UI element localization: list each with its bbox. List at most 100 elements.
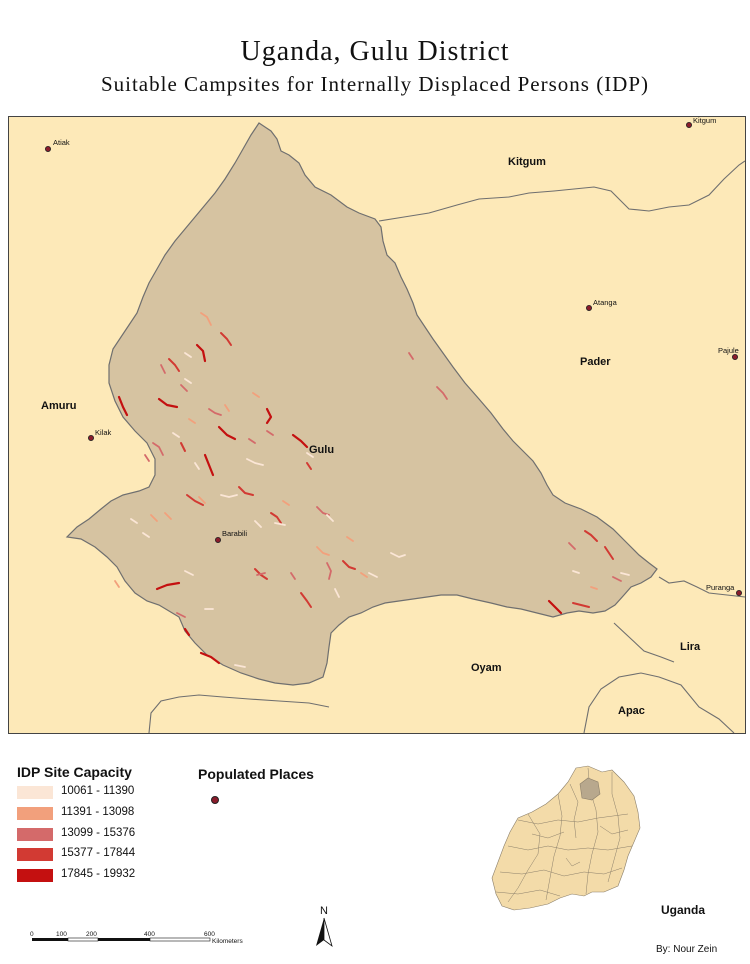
campsite (152, 442, 164, 456)
campsite (184, 378, 192, 384)
place-label-barabili: Barabili (222, 529, 247, 538)
district-label-oyam: Oyam (471, 662, 502, 674)
campsite (184, 570, 194, 576)
district-label-pader: Pader (580, 356, 611, 368)
campsite (612, 576, 622, 582)
place-label-kilak: Kilak (95, 428, 112, 437)
legend-label: 13099 - 15376 (61, 827, 136, 839)
campsite (572, 602, 590, 608)
legend-label: 17845 - 19932 (61, 868, 136, 880)
boundary-lira-west (613, 622, 675, 663)
boundary-pader-lira (658, 576, 745, 598)
campsite (157, 397, 179, 409)
boundary-oyam-south (148, 694, 330, 733)
legend-title: IDP Site Capacity (17, 764, 132, 780)
scale-tick: 200 (86, 931, 97, 938)
district-label-apac: Apac (618, 705, 645, 717)
campsite (334, 588, 340, 598)
campsite (198, 496, 206, 504)
campsite (265, 407, 273, 425)
campsite (164, 512, 172, 520)
campsite (180, 442, 186, 452)
idp-campsites (114, 312, 630, 668)
place-dot-kitgum (686, 122, 693, 128)
campsite (144, 454, 150, 462)
scale-bar: 0 100 200 400 600 Kilometers (30, 931, 243, 945)
inset-district-lines (495, 767, 633, 903)
map-credit: By: Nour Zein (656, 944, 718, 955)
legend-swatch (17, 869, 53, 882)
campsite (155, 581, 181, 591)
campsite (203, 453, 215, 477)
inset-gulu-highlight (579, 777, 601, 801)
campsite (342, 560, 356, 570)
campsite (252, 392, 260, 398)
populated-places-legend-title: Populated Places (198, 766, 314, 782)
campsite (326, 514, 334, 522)
campsite (194, 462, 200, 470)
campsite (604, 546, 614, 560)
place-label-puranga: Puranga (706, 583, 735, 592)
legend-label: 10061 - 11390 (61, 785, 135, 797)
campsite (195, 343, 207, 363)
legend-label: 11391 - 13098 (61, 806, 135, 818)
campsite (368, 572, 378, 578)
legend-label: 15377 - 17844 (61, 847, 136, 859)
boundary-lira-apac (583, 672, 735, 733)
campsite (234, 664, 246, 668)
campsite (590, 586, 598, 590)
legend-swatch (17, 828, 53, 841)
place-label-kitgum: Kitgum (693, 117, 716, 125)
campsite (184, 352, 192, 358)
campsite (208, 408, 222, 416)
north-arrow-icon: N (316, 905, 333, 948)
inset-map-label: Uganda (661, 903, 706, 917)
gulu-district-polygon (65, 122, 658, 686)
campsite (180, 384, 188, 392)
legend-swatch (17, 807, 53, 820)
map-frame: Atiak Kitgum Atanga Pajule Kilak Barabil… (8, 116, 746, 734)
campsite (436, 386, 448, 400)
campsite (114, 580, 120, 588)
campsite (220, 332, 232, 346)
place-dot-atiak (45, 145, 52, 152)
campsite (238, 486, 254, 496)
campsite (326, 562, 332, 580)
campsite (254, 568, 268, 580)
campsite (306, 452, 314, 458)
place-label-pajule: Pajule (718, 346, 739, 355)
campsite (270, 512, 282, 524)
campsite (254, 520, 262, 528)
scale-tick: 400 (144, 931, 155, 938)
inset-uganda-outline (491, 765, 641, 911)
district-label-gulu: Gulu (309, 444, 334, 456)
place-dot-atanga (586, 304, 593, 311)
campsite (408, 352, 414, 360)
map-subtitle: Suitable Campsites for Internally Displa… (100, 72, 650, 96)
campsite (186, 494, 204, 506)
campsite (620, 572, 630, 576)
campsite (220, 494, 238, 498)
campsite (390, 552, 406, 558)
district-label-lira: Lira (680, 641, 701, 653)
campsite (130, 518, 138, 524)
scale-tick: 0 (30, 931, 34, 938)
campsite (188, 418, 196, 424)
scale-tick: 600 (204, 931, 215, 938)
campsite (547, 599, 563, 615)
campsite (346, 536, 354, 542)
campsite (246, 458, 264, 466)
campsite (282, 500, 290, 506)
campsite (142, 532, 150, 538)
place-label-atiak: Atiak (53, 138, 70, 147)
campsite (266, 430, 274, 436)
campsite (256, 572, 266, 576)
campsite (572, 570, 580, 574)
legend-swatch (17, 786, 53, 799)
legend-swatch (17, 848, 53, 861)
district-label-amuru: Amuru (41, 400, 76, 412)
campsite (584, 530, 598, 542)
place-label-atanga: Atanga (593, 298, 618, 307)
campsite (183, 627, 191, 637)
campsite (168, 358, 180, 372)
